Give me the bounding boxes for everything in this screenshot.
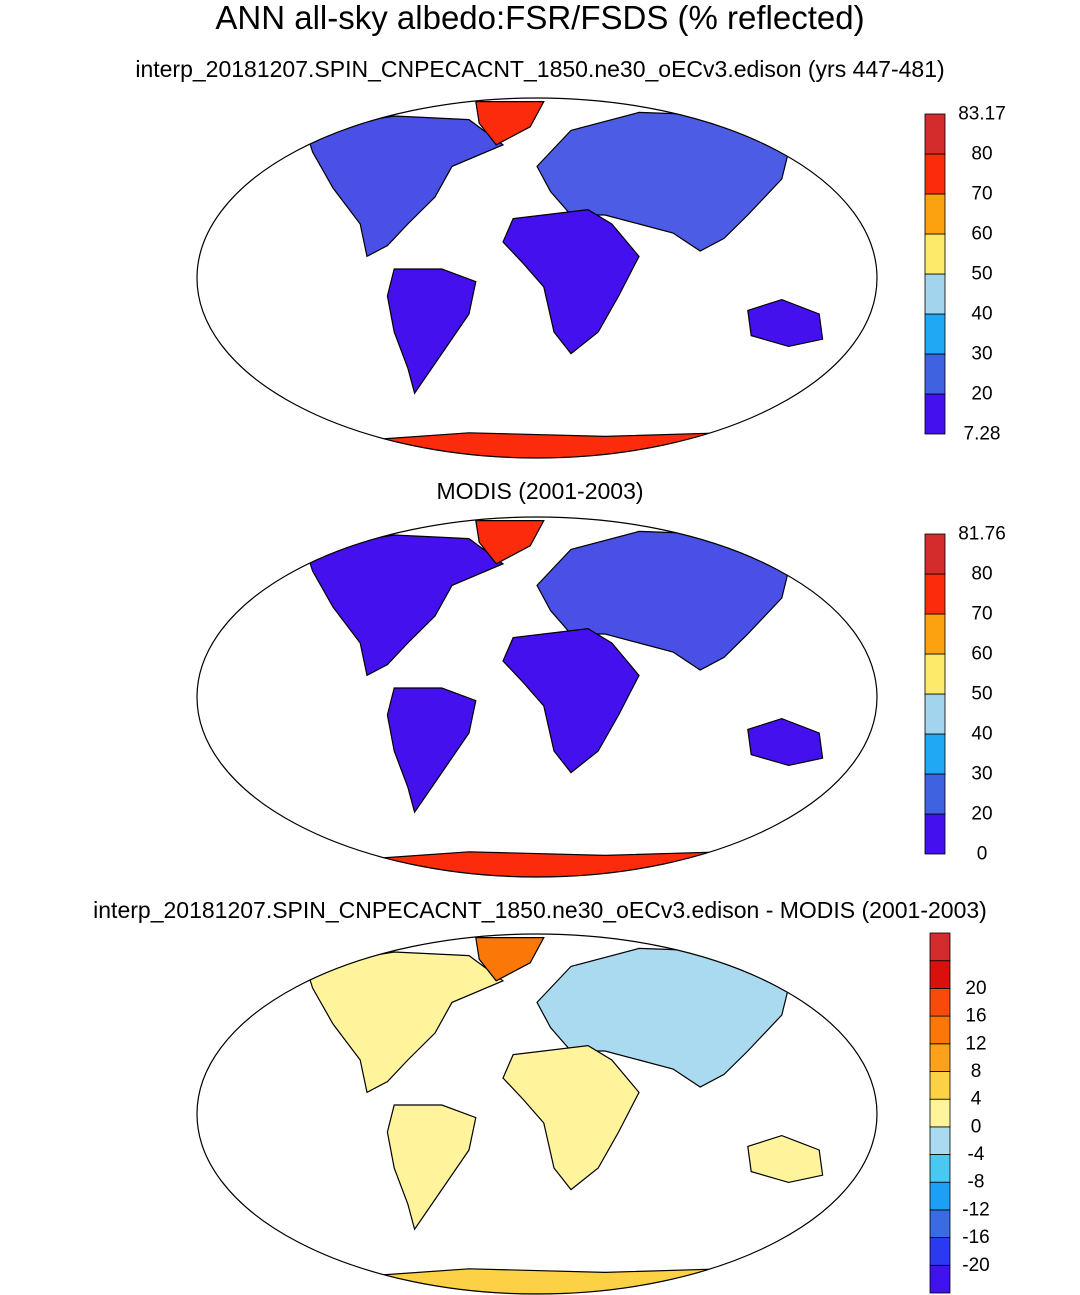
colorbar-swatch: [929, 1264, 951, 1294]
antarctica-landmass: [315, 851, 782, 877]
colorbar-label: 30: [971, 344, 992, 365]
colorbar-swatch: [924, 653, 946, 695]
colorbar-label: -4: [968, 1144, 985, 1165]
map-panel-modis: [196, 516, 878, 878]
colorbar-swatch: [929, 1154, 951, 1183]
australia-landmass: [747, 1134, 824, 1184]
colorbar-swatch: [924, 533, 946, 575]
colorbar-swatch: [924, 153, 946, 195]
colorbar-model: 7.28 20 30 40 50 60 70 80 83.17: [924, 104, 1006, 445]
colorbar-label: -8: [968, 1172, 985, 1193]
colorbar-label: 80: [971, 144, 992, 165]
colorbar-label: 83.17: [958, 104, 1006, 125]
colorbar-label: -16: [962, 1227, 989, 1248]
colorbar-swatch: [929, 1015, 951, 1045]
colorbar-swatch: [924, 313, 946, 355]
colorbar-swatch: [929, 932, 951, 962]
colorbar-swatch: [924, 613, 946, 655]
colorbar-swatch: [924, 353, 946, 395]
colorbar-label: 40: [971, 304, 992, 325]
colorbar-swatch: [929, 1209, 951, 1239]
colorbar-swatch: [924, 113, 946, 155]
colorbar-label: 7.28: [964, 424, 1001, 445]
colorbar-label: 4: [971, 1089, 982, 1110]
colorbar-label: 16: [965, 1006, 986, 1027]
colorbar-swatch: [929, 1071, 951, 1100]
australia-landmass: [747, 717, 824, 767]
colorbar-label: 20: [965, 978, 986, 999]
panel-1-title: interp_20181207.SPIN_CNPECACNT_1850.ne30…: [135, 56, 945, 82]
colorbar-modis: 0 20 30 40 50 60 70 80 81.76: [924, 524, 1006, 865]
colorbar-label: 30: [971, 764, 992, 785]
colorbar-label: 20: [971, 804, 992, 825]
colorbar-swatch: [929, 1126, 951, 1155]
colorbar-label: 50: [971, 264, 992, 285]
colorbar-label: 0: [977, 844, 988, 865]
map-boundary: [196, 97, 878, 459]
colorbar-swatch: [929, 1098, 951, 1128]
greenland-landmass: [475, 100, 545, 146]
colorbar-swatch: [929, 988, 951, 1017]
colorbar-label: 80: [971, 564, 992, 585]
colorbar-swatch: [924, 693, 946, 735]
greenland-landmass: [475, 519, 545, 565]
figure-title: ANN all-sky albedo:FSR/FSDS (% reflected…: [215, 0, 865, 36]
panel-2-title: MODIS (2001-2003): [436, 478, 644, 504]
antarctica-landmass: [315, 432, 782, 458]
colorbar-label: 70: [971, 604, 992, 625]
south-america-landmass: [386, 687, 477, 814]
colorbar-label: 12: [965, 1033, 986, 1054]
colorbar-label: 0: [971, 1116, 982, 1137]
south-america-landmass: [386, 1104, 477, 1231]
africa-landmass: [502, 208, 640, 355]
greenland-landmass: [475, 936, 545, 982]
colorbar-label: 8: [971, 1061, 982, 1082]
north-america-landmass: [305, 534, 505, 677]
colorbar-swatch: [929, 1043, 951, 1072]
colorbar-label: 60: [971, 644, 992, 665]
colorbar-swatch: [924, 773, 946, 815]
colorbar-label: 70: [971, 184, 992, 205]
colorbar-difference: -20 -16 -12 -8 -4 0 4 8 12 16 20: [929, 932, 990, 1294]
panel-3-title: interp_20181207.SPIN_CNPECACNT_1850.ne30…: [93, 897, 987, 923]
map-boundary: [196, 516, 878, 878]
map-panel-difference: [196, 933, 878, 1295]
colorbar-label: 40: [971, 724, 992, 745]
colorbar-swatch: [924, 393, 946, 435]
colorbar-label: -12: [962, 1199, 989, 1220]
africa-landmass: [502, 1044, 640, 1191]
south-america-landmass: [386, 268, 477, 395]
colorbar-swatch: [929, 1237, 951, 1266]
north-america-landmass: [305, 951, 505, 1094]
colorbar-label: 50: [971, 684, 992, 705]
colorbar-swatch: [929, 1181, 951, 1211]
colorbar-swatch: [924, 733, 946, 775]
africa-landmass: [502, 627, 640, 774]
colorbar-swatch: [924, 573, 946, 615]
colorbar-label: 60: [971, 224, 992, 245]
colorbar-swatch: [924, 813, 946, 855]
colorbar-swatch: [924, 193, 946, 235]
colorbar-label: -20: [962, 1255, 989, 1276]
australia-landmass: [747, 298, 824, 348]
colorbar-swatch: [924, 273, 946, 315]
colorbar-label: 81.76: [958, 524, 1006, 545]
colorbar-swatch: [929, 960, 951, 989]
map-panel-model: [196, 97, 878, 459]
colorbar-swatch: [924, 233, 946, 275]
north-america-landmass: [305, 115, 505, 258]
map-boundary: [196, 933, 878, 1295]
colorbar-label: 20: [971, 384, 992, 405]
antarctica-landmass: [315, 1268, 782, 1294]
